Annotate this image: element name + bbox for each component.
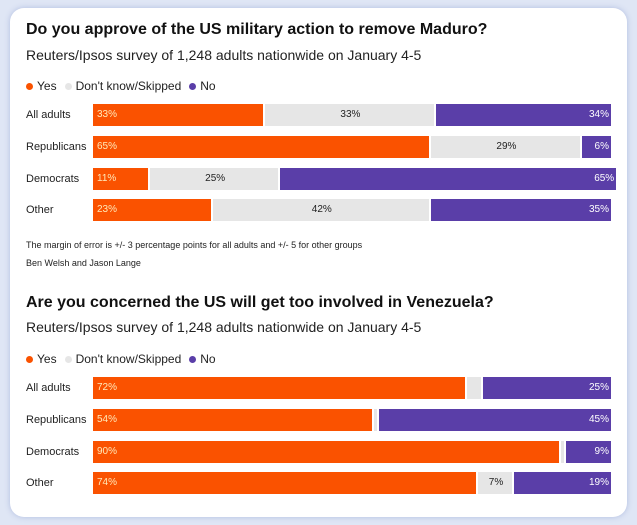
data-label-yes: 72%: [97, 382, 118, 393]
bar-segment-dont-know: [561, 441, 567, 463]
bar-segment-dont-know: [373, 409, 379, 431]
legend-item-no: No: [189, 352, 216, 366]
bar-segment-yes: [93, 472, 478, 494]
legend-item-dont-know: Don't know/Skipped: [64, 79, 182, 93]
legend-item-no: No: [189, 79, 216, 93]
bar-row-all-adults: All adults 72% 25%: [0, 377, 637, 399]
legend-label-no: No: [200, 352, 216, 366]
legend-dot-no: [189, 355, 197, 363]
category-label: Other: [26, 477, 54, 489]
chart-2-legend: Yes Don't know/Skipped No: [26, 352, 224, 366]
bar-row-other: Other 23% 42% 35%: [0, 199, 637, 221]
data-label-dont-know: 25%: [205, 173, 226, 184]
bar-segment-no: [379, 409, 613, 431]
bar-segment-dont-know: [467, 377, 483, 399]
bar-row-other: Other 74% 7% 19%: [0, 472, 637, 494]
data-label-yes: 23%: [97, 204, 118, 215]
chart-2-subtitle: Reuters/Ipsos survey of 1,248 adults nat…: [26, 319, 422, 335]
data-label-yes: 90%: [97, 446, 118, 457]
category-label: All adults: [26, 109, 71, 121]
category-label: Other: [26, 204, 54, 216]
bar-segment-no: [514, 472, 613, 494]
data-label-no: 19%: [588, 477, 609, 488]
bar-segment-yes: [93, 136, 431, 158]
chart-1-legend: Yes Don't know/Skipped No: [26, 79, 224, 93]
legend-dot-no: [189, 82, 197, 90]
bar-segment-dont-know: [212, 199, 431, 221]
data-label-yes: 74%: [97, 477, 118, 488]
data-label-no: 65%: [594, 173, 615, 184]
category-label: Republicans: [26, 141, 87, 153]
category-label: Democrats: [26, 446, 80, 458]
bar-segment-no: [581, 136, 613, 158]
legend-dot-dont-know: [64, 82, 72, 90]
data-label-dont-know: 33%: [340, 109, 361, 120]
bar-row-democrats: Democrats 90% 9%: [0, 441, 637, 463]
chart-1-note: The margin of error is +/- 3 percentage …: [26, 240, 363, 250]
bar-segment-no: [436, 104, 613, 126]
chart-1-byline: Ben Welsh and Jason Lange: [26, 258, 141, 268]
bar-segment-yes: [93, 104, 265, 126]
data-label-yes: 33%: [97, 109, 118, 120]
bar-segment-no: [431, 199, 613, 221]
legend-dot-dont-know: [64, 355, 72, 363]
bar-segment-dont-know: [477, 472, 515, 494]
bar-row-republicans: Republicans 54% 45%: [0, 409, 637, 431]
data-label-no: 35%: [588, 204, 609, 215]
data-label-no: 6%: [594, 141, 609, 152]
legend-item-dont-know: Don't know/Skipped: [64, 352, 182, 366]
bar-segment-yes: [93, 168, 151, 190]
legend-label-yes: Yes: [37, 79, 57, 93]
bar-segment-yes: [93, 377, 468, 399]
data-label-yes: 54%: [97, 414, 118, 425]
bar-segment-dont-know: [150, 168, 281, 190]
legend-item-yes: Yes: [26, 79, 57, 93]
data-label-yes: 65%: [97, 141, 118, 152]
data-label-dont-know: 7%: [488, 477, 504, 488]
chart-1-subtitle: Reuters/Ipsos survey of 1,248 adults nat…: [26, 47, 422, 63]
legend-dot-yes: [26, 355, 33, 363]
category-label: Democrats: [26, 173, 80, 185]
bar-segment-no: [566, 441, 613, 463]
bar-row-all-adults: All adults 33% 33% 34%: [0, 104, 637, 126]
bar-segment-dont-know: [264, 104, 437, 126]
legend-label-yes: Yes: [37, 352, 57, 366]
data-label-yes: 11%: [97, 173, 117, 184]
bar-row-republicans: Republicans 65% 29% 6%: [0, 136, 637, 158]
bar-segment-no: [280, 168, 619, 190]
chart-1-title: Do you approve of the US military action…: [26, 21, 488, 38]
data-label-no: 25%: [588, 382, 609, 393]
category-label: All adults: [26, 382, 71, 394]
data-label-dont-know: 29%: [496, 141, 517, 152]
legend-label-dont-know: Don't know/Skipped: [75, 79, 182, 93]
data-label-no: 34%: [588, 109, 609, 120]
bar-segment-no: [483, 377, 613, 399]
chart-2-title: Are you concerned the US will get too in…: [26, 294, 494, 311]
legend-label-no: No: [200, 79, 216, 93]
category-label: Republicans: [26, 414, 87, 426]
chart-card: [10, 8, 627, 517]
bar-segment-yes: [93, 409, 374, 431]
data-label-no: 9%: [594, 446, 609, 457]
legend-item-yes: Yes: [26, 352, 57, 366]
data-label-no: 45%: [588, 414, 609, 425]
bar-row-democrats: Democrats 11% 25% 65%: [0, 168, 637, 190]
legend-label-dont-know: Don't know/Skipped: [75, 352, 182, 366]
bar-segment-yes: [93, 199, 213, 221]
bar-segment-dont-know: [431, 136, 582, 158]
legend-dot-yes: [26, 82, 33, 90]
bar-segment-yes: [93, 441, 561, 463]
data-label-dont-know: 42%: [311, 204, 332, 215]
